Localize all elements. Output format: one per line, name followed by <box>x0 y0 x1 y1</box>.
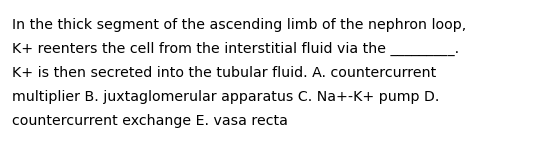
Text: K+ is then secreted into the tubular fluid. A. countercurrent: K+ is then secreted into the tubular flu… <box>12 66 436 80</box>
Text: multiplier B. juxtaglomerular apparatus C. Na+-K+ pump D.: multiplier B. juxtaglomerular apparatus … <box>12 90 439 104</box>
Text: K+ reenters the cell from the interstitial fluid via the _________.: K+ reenters the cell from the interstiti… <box>12 42 459 56</box>
Text: countercurrent exchange E. vasa recta: countercurrent exchange E. vasa recta <box>12 114 288 128</box>
Text: In the thick segment of the ascending limb of the nephron loop,: In the thick segment of the ascending li… <box>12 18 466 32</box>
